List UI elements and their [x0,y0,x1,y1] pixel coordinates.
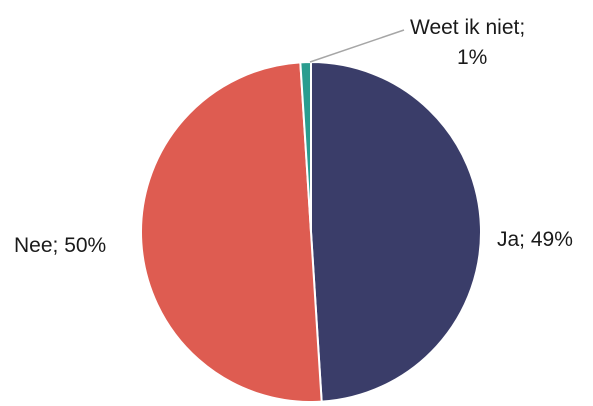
slice-label-weet-ik-niet-line1: Weet ik niet; [410,16,525,39]
pie-slice-ja [310,60,483,403]
slice-label-weet-ik-niet-line2: 1% [457,46,487,69]
pie-slice-nee [140,61,323,403]
slice-label-ja: Ja; 49% [497,228,573,251]
pie-slices [140,60,483,403]
slice-label-nee: Nee; 50% [14,234,106,257]
slice-leader-line-weet-ik-niet [309,29,405,63]
